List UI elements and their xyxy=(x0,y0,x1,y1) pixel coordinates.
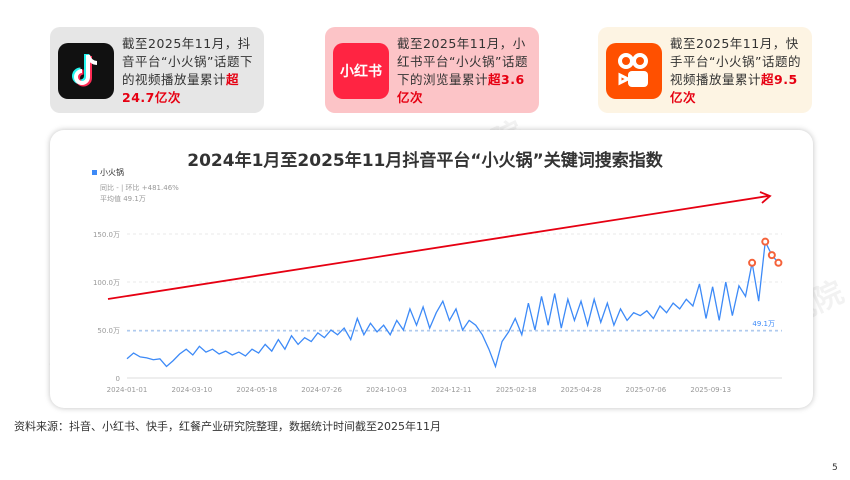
chart-card xyxy=(50,130,813,408)
xiaohongshu-stat-card: 小红书 截至2025年11月，小红书平台“小火锅”话题下的浏览量累计超3.6亿次 xyxy=(325,27,539,113)
trend-arrow xyxy=(107,195,769,300)
kuaishou-logo-icon xyxy=(606,43,662,99)
legend-label: 小火锅 xyxy=(100,168,124,177)
x-tick-label: 2024-03-10 xyxy=(172,386,213,394)
logo-text: 小红书 xyxy=(340,64,382,80)
card-highlight: 超3.6亿次 xyxy=(397,72,525,105)
x-tick-label: 2025-07-06 xyxy=(626,386,667,394)
legend: 小火锅 xyxy=(92,167,124,178)
arrowhead-icon xyxy=(759,191,772,204)
change-text: 同比 - | 环比 +481.46% xyxy=(100,184,179,192)
card-text: 截至2025年11月，小红书平台“小火锅”话题下的浏览量累计 xyxy=(397,36,528,87)
card-text: 截至2025年11月，快手平台“小火锅”话题的视频播放量累计 xyxy=(670,36,801,87)
chart-title: 2024年1月至2025年11月抖音平台“小火锅”关键词搜索指数 xyxy=(187,151,663,171)
y-tick-label: 50.0万 xyxy=(97,327,120,335)
x-tick-label: 2024-10-03 xyxy=(366,386,407,394)
peak-marker xyxy=(748,258,757,267)
peak-marker xyxy=(774,258,783,267)
x-tick-label: 2024-05-18 xyxy=(236,386,277,394)
x-tick-label: 2024-07-26 xyxy=(301,386,342,394)
peak-marker xyxy=(761,237,770,246)
y-tick-label: 100.0万 xyxy=(93,279,120,287)
average-label: 49.1万 xyxy=(752,320,775,328)
xiaohongshu-logo-icon: 小红书 xyxy=(333,43,389,99)
y-tick-label: 0 xyxy=(116,375,120,383)
source-note: 资料来源：抖音、小红书、快手，红餐产业研究院整理，数据统计时间截至2025年11… xyxy=(14,420,441,433)
legend-swatch-icon xyxy=(92,170,97,175)
x-tick-label: 2024-12-11 xyxy=(431,386,472,394)
x-tick-label: 2025-09-13 xyxy=(690,386,731,394)
card-text: 截至2025年11月，抖音平台“小火锅”话题下的视频播放量累计 xyxy=(122,36,253,87)
average-text: 平均值 49.1万 xyxy=(100,195,146,203)
douyin-logo-icon xyxy=(58,43,114,99)
douyin-stat-card: 截至2025年11月，抖音平台“小火锅”话题下的视频播放量累计超24.7亿次 xyxy=(50,27,264,113)
series-line xyxy=(126,239,779,369)
page-number: 5 xyxy=(832,463,838,473)
card-highlight: 超9.5亿次 xyxy=(670,72,798,105)
x-tick-label: 2025-02-18 xyxy=(496,386,537,394)
x-tick-label: 2025-04-28 xyxy=(561,386,602,394)
peak-marker xyxy=(767,251,776,260)
card-highlight: 超24.7亿次 xyxy=(122,72,240,105)
kuaishou-stat-card: 截至2025年11月，快手平台“小火锅”话题的视频播放量累计超9.5亿次 xyxy=(598,27,812,113)
x-tick-label: 2024-01-01 xyxy=(107,386,148,394)
y-tick-label: 150.0万 xyxy=(93,231,120,239)
